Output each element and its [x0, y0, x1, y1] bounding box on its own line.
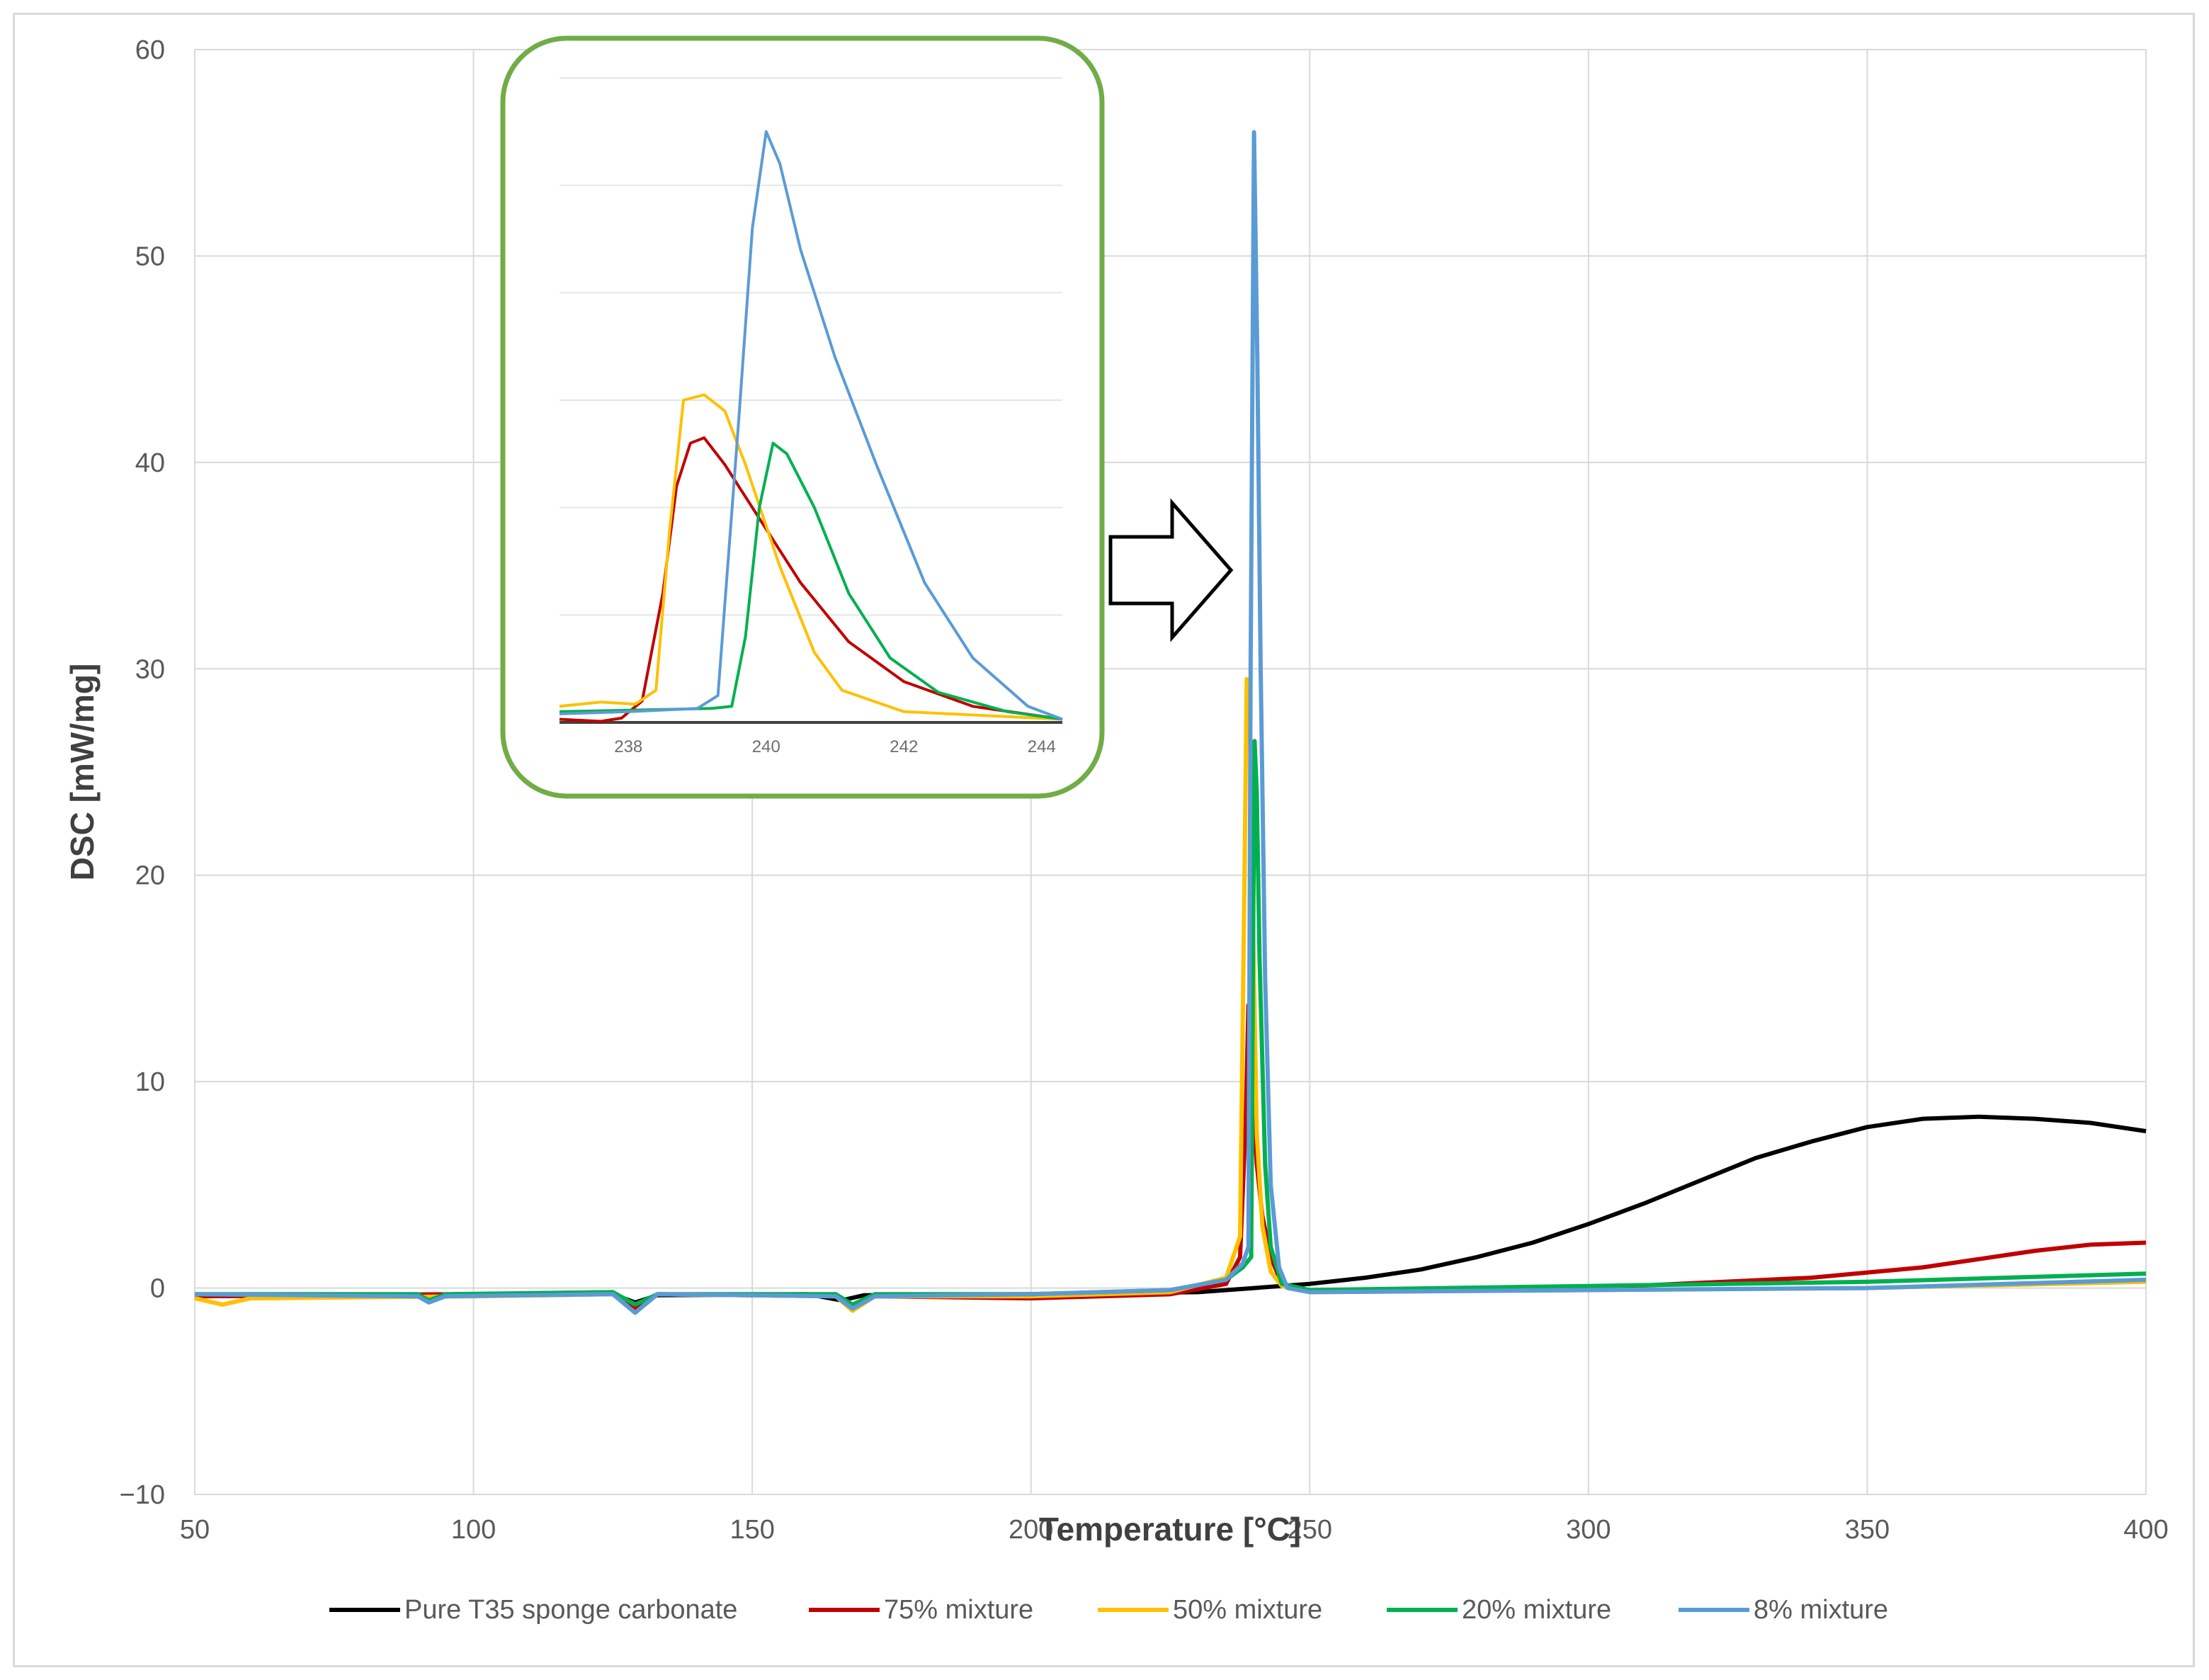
series-line: [195, 739, 2147, 1307]
legend-label: 8% mixture: [1754, 1595, 1888, 1625]
x-tick-label: 400: [2123, 1515, 2168, 1545]
inset-x-tick-label: 238: [614, 737, 642, 756]
inset-series-line: [559, 393, 1063, 721]
inset-border: [500, 35, 1105, 799]
x-axis-title: Temperature [°C]: [1039, 1511, 1301, 1548]
series-line: [194, 130, 2147, 1315]
inset-x-tick-label: 244: [1028, 737, 1056, 756]
main-series-lines: [194, 130, 2147, 1315]
series-line: [194, 1003, 2147, 1311]
inset-zoom: 238 240 242 244: [500, 35, 1105, 799]
gridlines: [194, 49, 2147, 1495]
arrow-icon: [1108, 498, 1234, 642]
inset-series-line: [559, 130, 1063, 721]
legend-label: 50% mixture: [1173, 1595, 1322, 1625]
y-tick-label: −10: [120, 1480, 165, 1510]
inset-series-lines: [559, 130, 1063, 724]
y-tick-label: 40: [135, 448, 165, 478]
y-tick-label: 20: [135, 861, 165, 891]
x-tick-label: 300: [1566, 1515, 1611, 1545]
x-tick-label: 350: [1845, 1515, 1890, 1545]
inset-series-line: [559, 441, 1063, 721]
x-tick-label: 150: [729, 1515, 774, 1545]
y-tick-label: 0: [150, 1274, 165, 1304]
y-axis-ticks: −10 0 10 20 30 40 50 60: [120, 35, 165, 1510]
series-line: [194, 676, 2147, 1315]
inset-x-ticks: 238 240 242 244: [614, 737, 1056, 756]
legend-label: 20% mixture: [1462, 1595, 1611, 1625]
x-tick-label: 250: [1288, 1515, 1332, 1545]
legend-label: 75% mixture: [884, 1595, 1033, 1625]
legend-label: Pure T35 sponge carbonate: [404, 1595, 737, 1625]
y-tick-label: 60: [135, 35, 165, 65]
y-tick-label: 50: [135, 242, 165, 271]
x-tick-label: 100: [451, 1515, 496, 1545]
x-tick-label: 200: [1009, 1515, 1053, 1545]
legend: Pure T35 sponge carbonate 75% mixture 50% …: [329, 1595, 1888, 1625]
y-tick-label: 30: [135, 654, 165, 684]
x-axis-ticks: 50 100 150 200 250 300 350 400: [180, 1515, 2169, 1545]
x-tick-label: 50: [180, 1515, 210, 1545]
inset-x-tick-label: 242: [890, 737, 918, 756]
inset-x-tick-label: 240: [752, 737, 780, 756]
y-axis-title: DSC [mW/mg]: [64, 664, 101, 881]
y-tick-label: 10: [135, 1067, 165, 1097]
